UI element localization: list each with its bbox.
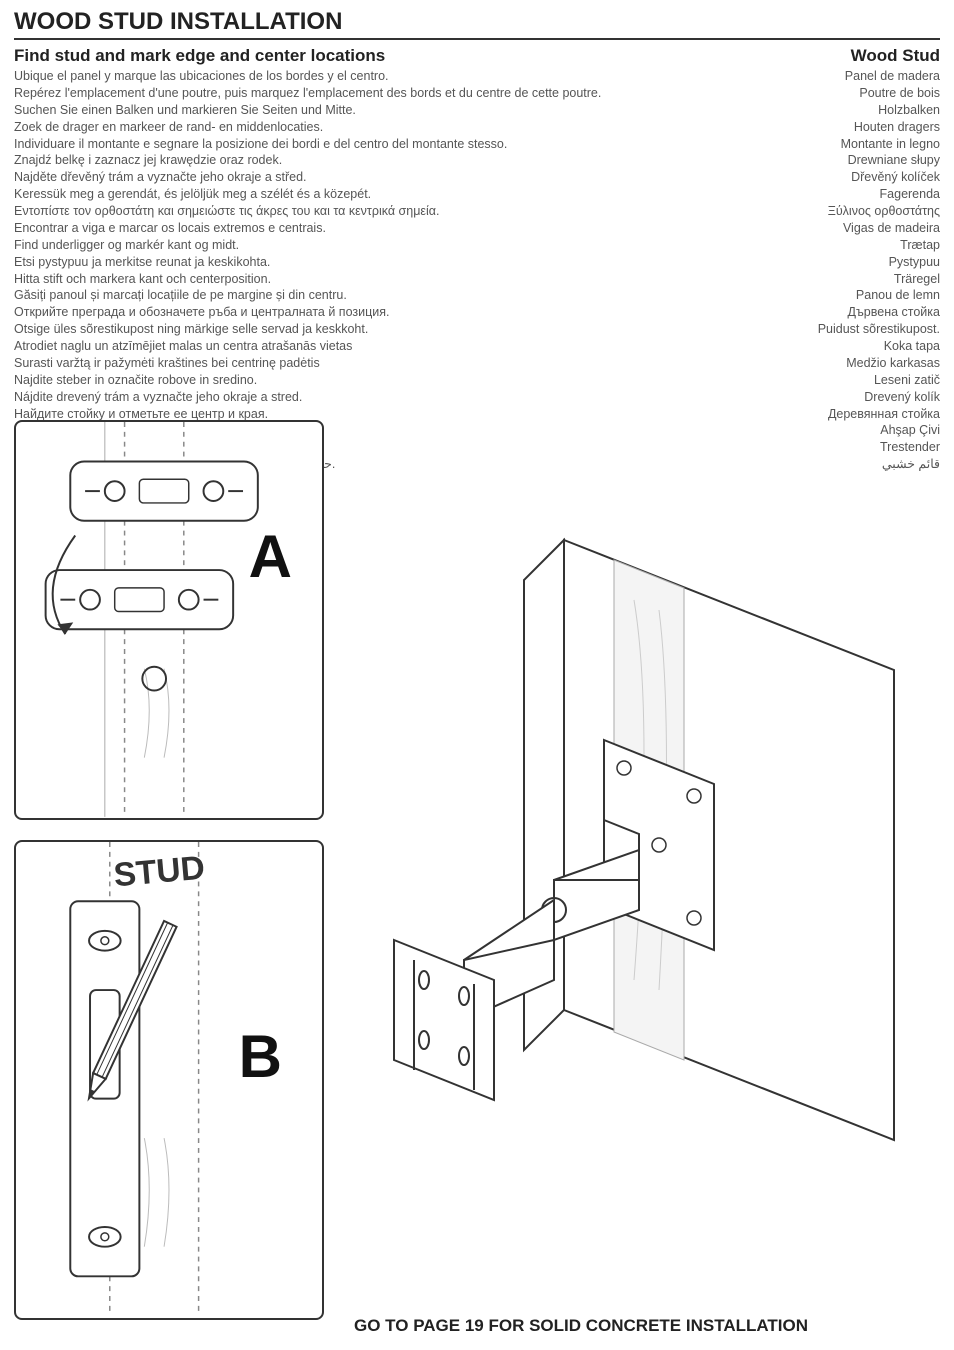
instruction-line: Ubique el panel y marque las ubicaciones… [14,68,740,85]
instruction-line: Atrodiet naglu un atzīmējiet malas un ce… [14,338,740,355]
diagram-b: STUD B [14,840,324,1320]
material-line: Fagerenda [760,186,940,203]
subtitle-row: Find stud and mark edge and center locat… [14,46,940,66]
material-line: Panel de madera [760,68,940,85]
instruction-line: Εντοπίστε τον ορθοστάτη και σημειώστε τι… [14,203,740,220]
instruction-line: Открийте преграда и обозначете ръба и це… [14,304,740,321]
instruction-line: Znajdź belkę i zaznacz jej krawędzie ora… [14,152,740,169]
material-line: Medžio karkasas [760,355,940,372]
title-bar: WOOD STUD INSTALLATION [14,8,940,40]
material-line: Dřevěný kolíček [760,169,940,186]
material-line: Panou de lemn [760,287,940,304]
instruction-line: Etsi pystypuu ja merkitse reunat ja kesk… [14,254,740,271]
instruction-line: Najděte dřevěný trám a vyznačte jeho okr… [14,169,740,186]
material-line: Drewniane słupy [760,152,940,169]
material-line: Houten dragers [760,119,940,136]
instruction-line: Repérez l'emplacement d'une poutre, puis… [14,85,740,102]
instruction-line: Find underligger og markér kant og midt. [14,237,740,254]
material-line: Poutre de bois [760,85,940,102]
material-line: Träregel [760,271,940,288]
material-line: Дървена стойка [760,304,940,321]
material-line: Trætap [760,237,940,254]
stud-text-svg: STUD [112,850,206,895]
instruction-line: Hitta stift och markera kant och centerp… [14,271,740,288]
label-b: B [239,1022,282,1091]
instruction-line: Individuare il montante e segnare la pos… [14,136,740,153]
right-heading: Wood Stud [851,46,940,66]
instruction-line: Zoek de drager en markeer de rand- en mi… [14,119,740,136]
instruction-line: Keressük meg a gerendát, és jelöljük meg… [14,186,740,203]
material-line: Pystypuu [760,254,940,271]
instruction-line: Encontrar a viga e marcar os locais extr… [14,220,740,237]
material-line: Koka tapa [760,338,940,355]
instruction-line: Najdite steber in označite robove in sre… [14,372,740,389]
material-line: Holzbalken [760,102,940,119]
instruction-line: Găsiți panoul și marcați locațiile de pe… [14,287,740,304]
diagram-a-svg [16,422,322,817]
label-a: A [249,522,292,591]
material-line: Montante in legno [760,136,940,153]
material-line: Ξύλινος ορθοστάτης [760,203,940,220]
page-title: WOOD STUD INSTALLATION [14,8,940,36]
subtitle: Find stud and mark edge and center locat… [14,46,385,66]
material-line: Vigas de madeira [760,220,940,237]
material-line: Drevený kolík [760,389,940,406]
diagram-area: A STUD [14,420,940,1336]
diagram-c [354,520,914,1220]
instruction-line: Nájdite drevený trám a vyznačte jeho okr… [14,389,740,406]
diagram-c-svg [354,520,914,1220]
material-line: Leseni zatič [760,372,940,389]
footer-note: GO TO PAGE 19 FOR SOLID CONCRETE INSTALL… [354,1316,808,1336]
instruction-line: Suchen Sie einen Balken und markieren Si… [14,102,740,119]
instruction-line: Otsige üles sõrestikupost ning märkige s… [14,321,740,338]
material-line: Puidust sõrestikupost. [760,321,940,338]
diagram-a: A [14,420,324,820]
instruction-line: Surasti varžtą ir pažymėti kraštines bei… [14,355,740,372]
